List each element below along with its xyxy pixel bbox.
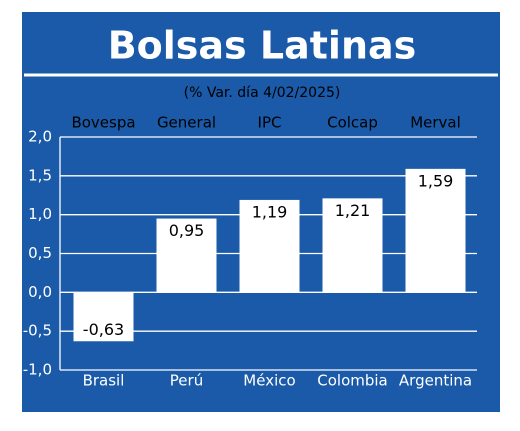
x-tick-label: México — [243, 372, 295, 390]
y-tick-label: -0,5 — [23, 322, 52, 340]
x-tick-label: Argentina — [399, 372, 472, 390]
index-label: General — [157, 114, 216, 132]
y-tick-label: 2,0 — [28, 128, 52, 146]
x-tick-label: Perú — [170, 372, 203, 390]
index-label: Bovespa — [71, 114, 135, 132]
chart-subtitle: (% Var. día 4/02/2025) — [184, 85, 341, 101]
value-label: 1,19 — [252, 202, 288, 221]
x-tick-label: Brasil — [83, 372, 125, 390]
y-tick-label: 0,5 — [28, 244, 52, 262]
index-label: IPC — [258, 114, 282, 132]
value-label: 1,21 — [335, 201, 371, 220]
y-tick-label: 0,0 — [28, 283, 52, 301]
chart-title: Bolsas Latinas — [108, 24, 417, 68]
bar — [405, 168, 466, 293]
index-label: Merval — [410, 114, 461, 132]
x-tick-label: Colombia — [317, 372, 388, 390]
bar — [73, 292, 134, 342]
value-label: 1,59 — [418, 171, 454, 190]
y-tick-label: 1,0 — [28, 205, 52, 223]
bar — [156, 218, 217, 293]
y-tick-label: -1,0 — [23, 361, 52, 379]
index-label: Colcap — [327, 114, 378, 132]
bar — [239, 199, 300, 293]
y-tick-label: 1,5 — [28, 166, 52, 184]
value-label: -0,63 — [83, 320, 124, 339]
value-label: 0,95 — [169, 221, 205, 240]
bar — [322, 198, 383, 293]
